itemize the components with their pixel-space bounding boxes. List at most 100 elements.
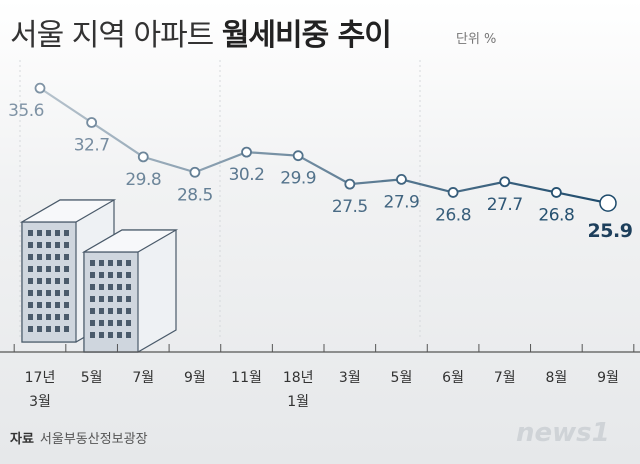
value-label: 29.8	[125, 170, 161, 190]
x-tick-label: 7월	[493, 370, 516, 386]
window	[55, 242, 60, 248]
window	[46, 302, 51, 308]
value-label: 32.7	[74, 136, 110, 156]
window	[90, 272, 95, 278]
window	[90, 260, 95, 266]
window	[46, 230, 51, 236]
windows	[28, 230, 131, 338]
window	[126, 308, 131, 314]
window	[55, 326, 60, 332]
window	[108, 320, 113, 326]
window	[55, 254, 60, 260]
point	[86, 117, 98, 128]
point	[447, 187, 459, 198]
logo: news1	[516, 418, 610, 448]
window	[64, 266, 69, 272]
window	[108, 332, 113, 338]
window	[126, 272, 131, 278]
window	[37, 278, 42, 284]
window	[28, 230, 33, 236]
unit: 단위 %	[456, 32, 497, 47]
window	[28, 266, 33, 272]
window	[46, 266, 51, 272]
value-label: 26.8	[538, 205, 574, 225]
window	[46, 314, 51, 320]
window	[64, 242, 69, 248]
window	[64, 278, 69, 284]
window	[55, 230, 60, 236]
point	[292, 150, 304, 162]
window	[28, 254, 33, 260]
window	[55, 266, 60, 272]
value-label: 28.5	[177, 185, 213, 205]
window	[28, 326, 33, 332]
point	[499, 176, 511, 188]
window	[117, 284, 122, 290]
x-tick-label: 8월	[545, 370, 568, 386]
window	[108, 284, 113, 290]
x-tick-label: 11월	[231, 370, 262, 386]
window	[90, 284, 95, 290]
point	[34, 82, 46, 94]
window	[126, 296, 131, 302]
window	[90, 296, 95, 302]
window	[55, 290, 60, 296]
window	[55, 302, 60, 308]
value-label: 27.7	[487, 195, 523, 215]
window	[99, 272, 104, 278]
window	[28, 290, 33, 296]
window	[108, 272, 113, 278]
window	[117, 260, 122, 266]
x-tick-label: 17년 3월	[24, 370, 56, 410]
window	[126, 320, 131, 326]
window	[64, 326, 69, 332]
window	[126, 260, 131, 266]
value-label: 27.5	[332, 197, 368, 217]
point	[241, 146, 252, 158]
point	[137, 151, 149, 163]
window	[99, 308, 104, 314]
window	[99, 332, 104, 338]
window	[99, 284, 104, 290]
title-light: 서울 지역 아파트	[10, 18, 214, 53]
window	[55, 314, 60, 320]
x-tick-label: 18년 1월	[282, 370, 314, 410]
value-label: 25.9	[588, 220, 633, 242]
window	[126, 332, 131, 338]
window	[117, 332, 122, 338]
window	[46, 326, 51, 332]
value-label: 27.9	[384, 192, 420, 212]
window	[99, 320, 104, 326]
x-tick-label: 3월	[338, 370, 361, 386]
x-tick-label: 6월	[442, 370, 464, 386]
window	[46, 290, 51, 296]
window	[46, 242, 51, 248]
point	[189, 166, 201, 178]
x-tick-label: 9월	[597, 370, 619, 386]
window	[108, 296, 113, 302]
window	[37, 266, 42, 272]
window	[46, 278, 51, 284]
value-label: 29.9	[280, 169, 316, 189]
source: 자료 서울부동산정보광장	[10, 428, 148, 447]
window	[28, 278, 33, 284]
window	[99, 260, 104, 266]
window	[46, 254, 51, 260]
value-label: 35.6	[8, 101, 44, 121]
x-tick-label: 5월	[390, 370, 413, 386]
window	[90, 320, 95, 326]
source-text: 서울부동산정보광장	[39, 432, 148, 447]
point	[550, 187, 562, 198]
window	[108, 308, 113, 314]
window	[117, 296, 122, 302]
x-tick-label: 7월	[132, 370, 155, 386]
window	[117, 272, 122, 278]
window	[55, 278, 60, 284]
window	[90, 332, 95, 338]
window	[28, 242, 33, 248]
chart-title: 서울 지역 아파트 월세비중 추이	[10, 10, 392, 54]
window	[108, 260, 113, 266]
window	[64, 254, 69, 260]
